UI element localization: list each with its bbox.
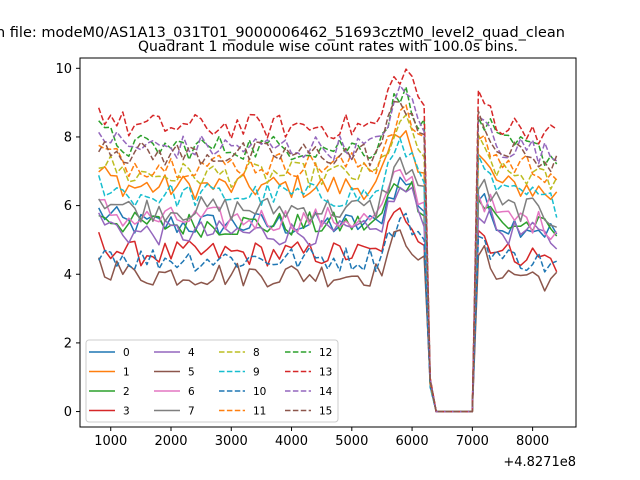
series-line-10 <box>98 212 557 413</box>
legend-label-0: 0 <box>123 347 130 359</box>
legend-label-13: 13 <box>319 367 332 379</box>
y-axis: 0 2 4 6 8 10 <box>55 62 80 420</box>
x-tick-label: 7000 <box>456 434 489 449</box>
figure-suptitle: n file: modeM0/AS1A13_031T01_9000006462_… <box>0 25 565 41</box>
series-line-15 <box>98 100 558 413</box>
chart-title: Quadrant 1 module wise count rates with … <box>138 39 518 55</box>
legend-label-1: 1 <box>123 367 130 379</box>
x-tick-label: 5000 <box>335 434 368 449</box>
series-line-11 <box>98 104 558 413</box>
series-line-6 <box>98 168 558 413</box>
y-tick-label: 6 <box>64 199 72 214</box>
series-layer <box>97 68 558 413</box>
series-line-5 <box>97 229 558 413</box>
y-tick-label: 10 <box>55 62 72 77</box>
legend-label-12: 12 <box>319 347 332 359</box>
legend-label-15: 15 <box>319 406 332 418</box>
x-tick-label: 4000 <box>275 434 308 449</box>
legend-label-4: 4 <box>188 347 195 359</box>
legend-label-6: 6 <box>188 386 195 398</box>
y-tick-label: 8 <box>64 130 72 145</box>
legend-label-14: 14 <box>319 386 333 398</box>
series-line-1 <box>98 130 558 413</box>
series-line-7 <box>98 156 557 413</box>
x-tick-label: 2000 <box>154 434 187 449</box>
legend-box <box>85 339 339 423</box>
legend-label-3: 3 <box>123 406 130 418</box>
legend-label-5: 5 <box>188 367 195 379</box>
series-line-4 <box>98 186 558 413</box>
series-line-13 <box>97 68 558 413</box>
series-line-9 <box>97 137 558 413</box>
x-tick-label: 6000 <box>396 434 429 449</box>
x-axis-offset-label: +4.8271e8 <box>503 455 576 470</box>
y-tick-label: 2 <box>64 336 72 351</box>
legend-label-7: 7 <box>188 406 195 418</box>
x-axis: 1000 2000 3000 4000 5000 6000 7000 8000 <box>94 427 549 449</box>
plot-frame <box>79 57 577 428</box>
x-tick-label: 8000 <box>516 434 549 449</box>
legend-label-2: 2 <box>123 386 130 398</box>
series-line-8 <box>98 114 558 413</box>
series-line-3 <box>97 207 558 413</box>
series-line-12 <box>98 86 558 413</box>
y-tick-label: 0 <box>64 405 72 420</box>
legend-label-10: 10 <box>253 386 266 398</box>
legend-label-9: 9 <box>253 367 260 379</box>
legend-label-8: 8 <box>253 347 260 359</box>
legend-label-11: 11 <box>253 406 266 418</box>
x-tick-label: 3000 <box>215 434 248 449</box>
x-tick-label: 1000 <box>94 434 127 449</box>
y-tick-label: 4 <box>64 268 72 283</box>
